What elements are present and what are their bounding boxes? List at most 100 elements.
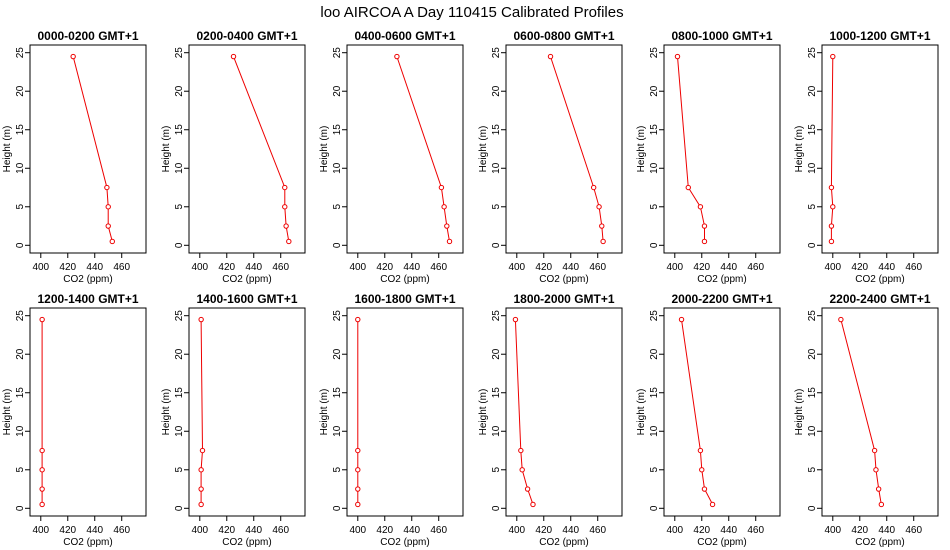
y-tick-label: 15 <box>174 124 185 136</box>
data-point <box>873 467 879 473</box>
plot-frame <box>346 44 464 254</box>
profile-panel: 0200-0400 GMT+1 400 420 440 460 0 5 10 15 20 25 CO2… <box>161 29 306 285</box>
data-point <box>590 184 597 191</box>
y-tick-label: 0 <box>15 242 26 248</box>
data-point <box>39 316 45 323</box>
x-tick-label: 400 <box>824 525 841 536</box>
data-point <box>709 501 716 508</box>
profile-panel: 1600-1800 GMT+1 400 420 440 460 0 5 10 15 20 25 CO2… <box>319 292 464 548</box>
x-tick-label: 400 <box>666 262 683 273</box>
y-tick-label: 25 <box>649 310 660 322</box>
x-tick-label: 400 <box>349 262 366 273</box>
y-axis-label: Height (m) <box>161 389 172 436</box>
data-point <box>105 204 111 210</box>
data-point <box>685 184 691 191</box>
y-tick-label: 5 <box>807 204 818 210</box>
y-tick-label: 5 <box>491 204 502 210</box>
figure-title: loo AIRCOA A Day 110415 Calibrated Profi… <box>320 4 623 21</box>
y-tick-label: 10 <box>649 425 660 437</box>
y-tick-label: 10 <box>491 162 502 174</box>
x-tick-label: 460 <box>905 262 922 273</box>
series-line <box>840 319 882 505</box>
x-tick-label: 440 <box>245 525 262 536</box>
data-point <box>198 467 204 473</box>
y-tick-label: 15 <box>649 387 660 399</box>
y-tick-label: 25 <box>491 310 502 322</box>
panel-title: 0400-0600 GMT+1 <box>354 29 455 43</box>
data-point <box>828 184 835 191</box>
x-tick-label: 420 <box>376 262 393 273</box>
data-point <box>283 223 289 229</box>
x-tick-label: 420 <box>535 262 552 273</box>
data-point <box>230 53 237 60</box>
panel-title: 1000-1200 GMT+1 <box>829 29 930 43</box>
y-tick-label: 25 <box>649 47 660 59</box>
y-tick-label: 10 <box>649 162 660 174</box>
y-tick-label: 5 <box>807 467 818 473</box>
y-tick-label: 25 <box>807 310 818 322</box>
data-point <box>512 316 519 323</box>
data-point <box>355 486 361 492</box>
data-point <box>39 467 45 473</box>
data-point <box>878 501 885 508</box>
y-tick-label: 20 <box>807 348 818 360</box>
x-tick-label: 420 <box>693 525 710 536</box>
y-tick-label: 0 <box>332 505 343 511</box>
y-tick-label: 5 <box>332 204 343 210</box>
x-tick-label: 400 <box>32 262 49 273</box>
x-tick-label: 400 <box>508 525 525 536</box>
data-point <box>875 486 882 492</box>
profile-panel: 0400-0600 GMT+1 400 420 440 460 0 5 10 15 20 25 CO2… <box>319 29 464 285</box>
x-tick-label: 460 <box>272 525 289 536</box>
y-tick-label: 20 <box>174 85 185 97</box>
profile-panel: 1400-1600 GMT+1 400 420 440 460 0 5 10 15 20 25 CO2… <box>161 292 306 548</box>
profile-panel: 1800-2000 GMT+1 400 420 440 460 0 5 10 15 20 25 CO2… <box>478 292 623 548</box>
y-tick-label: 20 <box>649 348 660 360</box>
x-tick-label: 420 <box>376 525 393 536</box>
x-tick-label: 440 <box>403 525 420 536</box>
x-tick-label: 440 <box>86 525 103 536</box>
y-tick-label: 25 <box>15 47 26 59</box>
data-point <box>355 316 361 323</box>
data-point <box>674 53 681 60</box>
y-axis-label: Height (m) <box>636 126 647 173</box>
x-axis-label: CO2 (ppm) <box>697 537 746 548</box>
x-axis-label: CO2 (ppm) <box>539 274 588 285</box>
y-tick-label: 5 <box>491 467 502 473</box>
y-axis-label: Height (m) <box>478 389 489 436</box>
plot-frame <box>505 307 623 517</box>
panel-title: 0600-0800 GMT+1 <box>513 29 614 43</box>
x-tick-label: 460 <box>272 262 289 273</box>
data-point <box>104 184 110 191</box>
data-point <box>198 486 204 492</box>
data-point <box>198 501 204 508</box>
series-line <box>233 56 290 242</box>
x-tick-label: 440 <box>878 525 895 536</box>
data-point <box>446 238 453 245</box>
y-tick-label: 10 <box>807 162 818 174</box>
x-tick-label: 400 <box>191 262 208 273</box>
data-point <box>394 53 400 60</box>
data-point <box>838 316 844 323</box>
x-tick-label: 460 <box>113 262 130 273</box>
series-line <box>396 56 450 242</box>
y-tick-label: 20 <box>649 85 660 97</box>
y-axis-label: Height (m) <box>161 126 172 173</box>
data-point <box>530 501 536 508</box>
x-tick-label: 460 <box>589 262 606 273</box>
data-point <box>282 184 288 191</box>
y-tick-label: 20 <box>332 348 343 360</box>
y-tick-label: 10 <box>15 162 26 174</box>
y-tick-label: 0 <box>174 242 185 248</box>
y-tick-label: 25 <box>807 47 818 59</box>
data-point <box>444 223 450 229</box>
y-tick-label: 10 <box>174 162 185 174</box>
profile-panel: 2000-2200 GMT+1 400 420 440 460 0 5 10 15 20 25 CO2… <box>636 292 781 548</box>
panel-title: 1600-1800 GMT+1 <box>354 292 455 306</box>
y-tick-label: 10 <box>807 425 818 437</box>
y-tick-label: 10 <box>491 425 502 437</box>
panel-title: 0800-1000 GMT+1 <box>671 29 772 43</box>
data-point <box>697 204 704 210</box>
series-line <box>550 56 604 242</box>
y-tick-label: 15 <box>491 387 502 399</box>
